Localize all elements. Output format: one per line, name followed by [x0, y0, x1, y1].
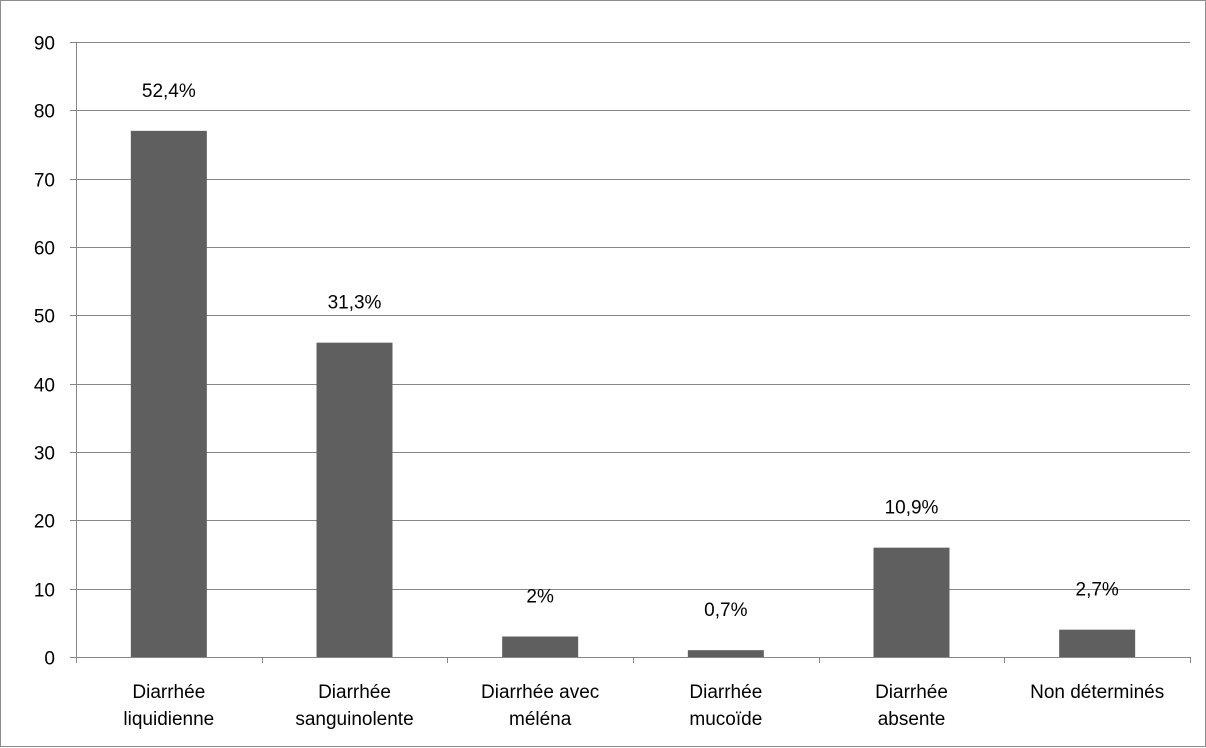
- x-category-label: absente: [878, 709, 946, 730]
- y-tick-label: 40: [34, 376, 55, 397]
- axes: [70, 42, 1191, 663]
- x-category-label: Diarrhée: [689, 682, 762, 703]
- x-category-labels: Diarrhée liquidienne Diarrhée sanguinolente…: [123, 682, 1164, 730]
- data-label: 2,7%: [1076, 580, 1119, 601]
- y-tick-label: 10: [34, 581, 55, 602]
- bar: [502, 636, 579, 657]
- y-tick-label: 0: [44, 649, 55, 670]
- x-category-label: sanguinolente: [295, 709, 413, 730]
- x-category-label: liquidienne: [123, 709, 214, 730]
- x-category-label: méléna: [509, 709, 572, 730]
- y-tick-labels: 0 10 20 30 40 50 60 70 80 90: [34, 34, 55, 670]
- bar: [687, 650, 764, 657]
- y-tick-label: 90: [34, 34, 55, 55]
- x-category-label: Non déterminés: [1030, 682, 1164, 703]
- y-tick-label: 50: [34, 307, 55, 328]
- bar: [873, 547, 950, 657]
- y-tick-label: 20: [34, 512, 55, 533]
- y-tick-label: 30: [34, 444, 55, 465]
- data-labels: 52,4% 31,3% 2% 0,7% 10,9% 2,7%: [142, 81, 1119, 621]
- y-tick-label: 70: [34, 171, 55, 192]
- bar: [1059, 629, 1136, 657]
- data-label: 31,3%: [328, 293, 382, 314]
- data-label: 2%: [526, 587, 554, 608]
- x-category-label: Diarrhée avec: [481, 682, 599, 703]
- bar: [316, 342, 393, 657]
- data-label: 10,9%: [885, 498, 939, 519]
- data-label: 52,4%: [142, 81, 196, 102]
- x-category-label: Diarrhée: [318, 682, 391, 703]
- y-tick-label: 60: [34, 239, 55, 260]
- x-category-label: mucoïde: [689, 709, 762, 730]
- data-label: 0,7%: [704, 600, 747, 621]
- y-tick-label: 80: [34, 102, 55, 123]
- bar: [130, 130, 207, 658]
- gridlines: [76, 42, 1190, 590]
- x-category-label: Diarrhée: [132, 682, 205, 703]
- bars: [130, 130, 1136, 658]
- x-category-label: Diarrhée: [875, 682, 948, 703]
